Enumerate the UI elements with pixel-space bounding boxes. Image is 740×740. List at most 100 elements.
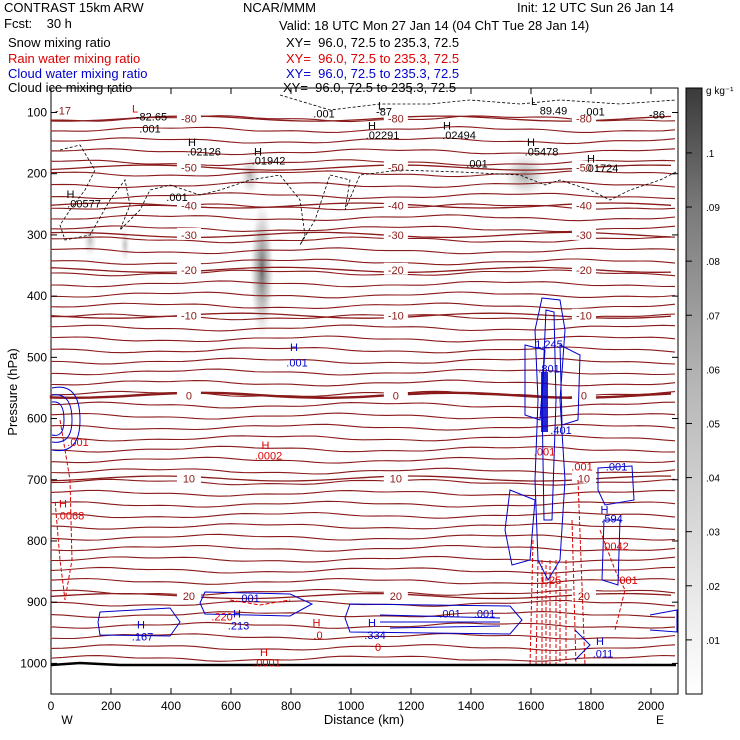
x-axis-right-end: E [656,713,664,727]
annotation-label: 1.245 [535,339,563,351]
temperature-label-bg [571,308,596,321]
x-tick-label: 1600 [518,699,545,713]
temperature-label: -20 [576,265,592,277]
temperature-contour-major [49,391,672,400]
annotation-label: 89.49 [540,105,568,117]
colorbar-tick-label: .1 [706,149,715,160]
annotation-label: L [378,100,384,112]
y-tick-label: 700 [27,473,47,487]
annotation-label: .001 [166,192,187,204]
annotation-label: .594 [601,514,622,526]
x-tick-label: 200 [101,699,121,713]
temperature-label: -20 [388,265,404,277]
snow-shading [83,153,547,340]
annotation-label: -87 [376,107,392,119]
annotation-label: .001 [439,608,460,620]
plot-frame [50,87,679,695]
annotation-label: .0001 [253,657,281,669]
y-tick-label: 600 [27,412,47,426]
annotation-label: .167 [132,632,153,644]
colorbar-tick-label: .06 [706,365,720,376]
annotation-label: .001 [616,575,637,587]
temperature-contour-major [50,312,672,319]
x-axis-ticks: 0 200 400 600 800 1000 1200 1400 1600 1800 2000 [48,88,665,713]
annotation-label: .01724 [585,163,619,175]
temperature-contour [50,368,676,376]
annotation-label: -17 [55,105,71,117]
temperature-label-bg [383,471,408,484]
temperature-label-bg [571,160,596,173]
temperature-contour-major [50,266,672,273]
annotation-label: .213 [228,621,249,633]
temperature-contour [50,324,676,332]
temperature-contour [50,632,676,640]
temperature-label-bg [176,388,201,401]
temperature-contour [50,126,676,133]
temperature-contour [50,577,676,585]
temperature-label-bg [571,198,596,211]
annotation-label: H [368,121,376,133]
temperature-label: -10 [388,311,404,323]
x-tick-label: 2000 [638,699,665,713]
annotation-label: H [59,498,67,510]
center-label: NCAR/MMM [243,0,316,15]
temperature-label: 10 [183,474,195,486]
temperature-label: -20 [181,265,197,277]
temperature-label: -80 [388,114,404,126]
colorbar-tick-label: .09 [706,203,720,214]
colorbar-tick-label: .02 [706,582,720,593]
temperature-label-bg [176,160,201,173]
annotation-label: H [262,440,270,452]
annotation-label: .001 [286,358,307,370]
temperature-label-bg [176,198,201,211]
y-tick-label: 1000 [20,656,47,670]
x-tick-label: 1200 [398,699,425,713]
annotation-label: .001 [313,108,334,120]
temperature-contour [50,192,676,200]
temperature-contour [50,225,676,233]
temperature-contour [50,434,676,442]
temperature-label-bg [176,589,201,602]
colorbar-tick-label: .05 [706,419,720,430]
temperature-label: -40 [576,201,592,213]
temperature-label-bg [383,160,408,173]
x-axis-left-end: W [61,713,73,727]
temperature-contour [50,203,676,211]
colorbar-ticks: .01 .02 .03 .04 .05 .06 .07 .08 .09 .1 [686,149,720,647]
temperature-contour [50,611,675,618]
temperature-label-bg [383,388,408,401]
temperature-contour [50,401,676,409]
temperature-contour [50,511,676,519]
annotation-label: H [587,154,595,166]
temperature-label: 0 [581,390,587,402]
annotation-label: .401 [550,425,571,437]
temperature-label-bg [176,111,201,124]
annotation-label: .001 [606,462,627,474]
temperature-contour [50,170,676,178]
annotation-label: .02126 [187,146,221,158]
temperature-label: 0 [186,390,192,402]
temperature-contour [50,247,676,255]
temperature-contour [50,478,676,486]
annotation-label: H [67,189,75,201]
temperature-contour [50,346,676,354]
temperature-contour [50,291,676,299]
temperature-contour [50,533,676,541]
temperature-label-bg [176,308,201,321]
temperature-contour [50,214,676,222]
annotation-label: .02494 [442,130,476,142]
temperature-label-bg [571,388,596,401]
temperature-contour [50,236,676,244]
y-tick-label: 300 [27,228,47,242]
temperature-label-bg [176,262,201,275]
annotation-label: H [260,647,268,659]
colorbar-unit: g kg⁻¹ [706,86,734,97]
annotation-label: .001 [534,446,555,458]
temperature-contour [50,148,676,156]
temperature-contour [50,181,676,189]
temperature-contour [50,258,676,266]
annotation-label: .001 [238,593,259,605]
temperature-label: 10 [578,474,590,486]
temperature-contour [50,566,676,574]
annotation-label: .00577 [67,198,101,210]
